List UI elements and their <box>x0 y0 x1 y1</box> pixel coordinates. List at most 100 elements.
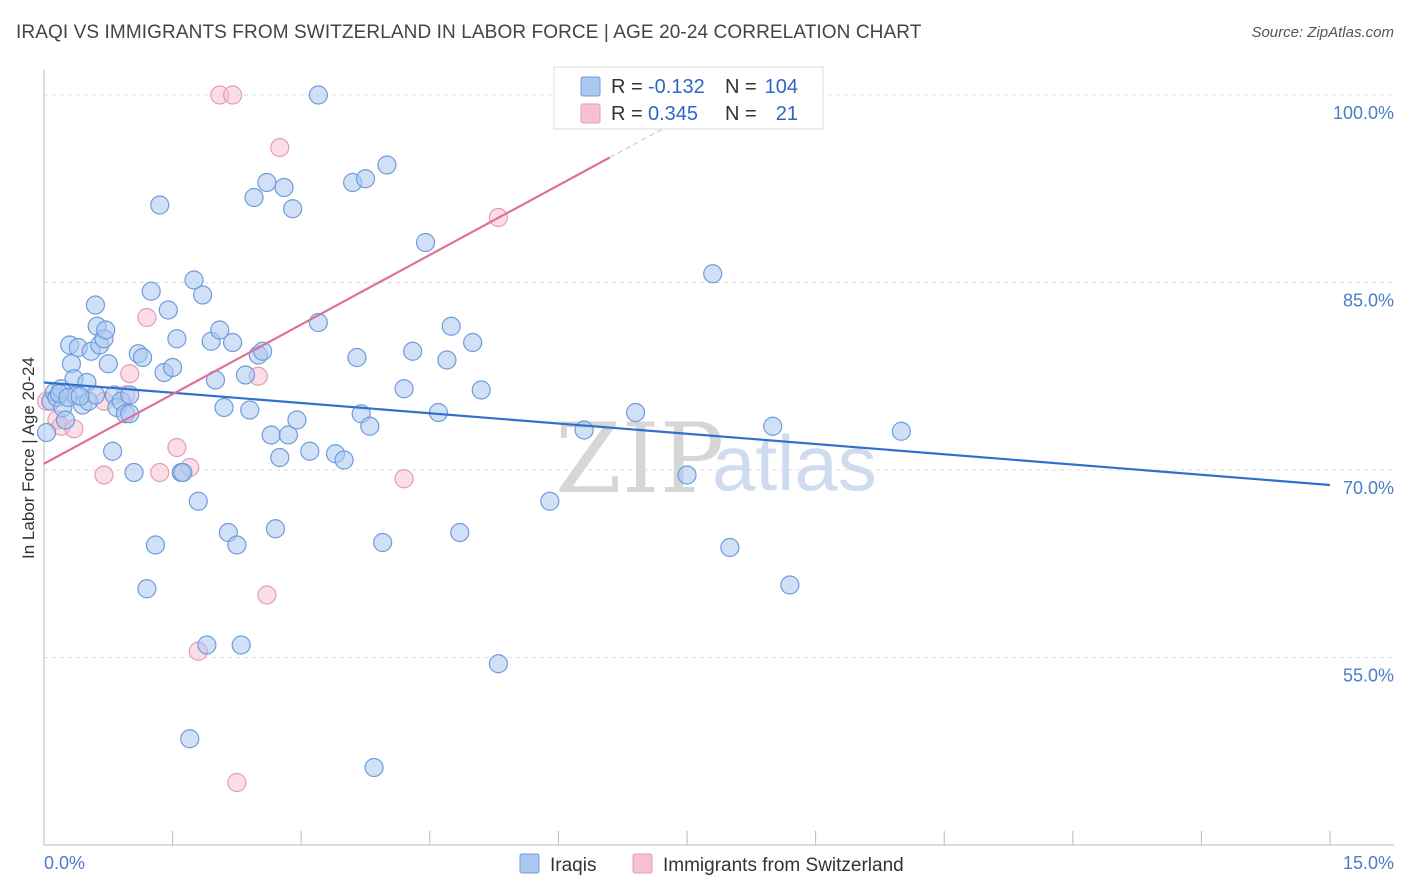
y-tick-labels: 55.0% 70.0% 85.0% 100.0% <box>1333 103 1394 686</box>
iraqis-point-87 <box>463 332 483 353</box>
iraqis-point-42 <box>184 270 204 290</box>
iraqis-point-63 <box>274 177 294 198</box>
x-tick-label-min: 0.0% <box>44 853 85 873</box>
iraqis-point-16 <box>85 295 106 315</box>
iraqis-point-96 <box>763 416 783 436</box>
iraqis-point-59 <box>257 172 277 193</box>
bottom-legend: Iraqis Immigrants from Switzerland <box>519 853 904 876</box>
iraqis-point-86 <box>450 522 470 543</box>
iraqis-point-93 <box>677 465 697 485</box>
iraqis-point-85 <box>441 316 461 336</box>
iraqis-point-41 <box>180 729 200 749</box>
iraqis-point-60 <box>261 425 281 445</box>
iraqis-trend-line <box>43 381 1331 487</box>
swiss-point-8 <box>137 307 157 328</box>
x-tick-label-max: 15.0% <box>1343 853 1394 873</box>
iraqis-point-48 <box>210 320 230 340</box>
iraqis-point-54 <box>235 365 256 385</box>
iraqis-point-28 <box>124 462 144 483</box>
iraqis-point-40 <box>173 462 193 483</box>
swiss-point-9 <box>150 462 170 483</box>
iraqis-point-84 <box>437 350 457 370</box>
y-tick-label-100: 100.0% <box>1333 103 1394 123</box>
iraqis-point-62 <box>270 447 290 468</box>
legend-swiss-r-label: R = <box>611 103 643 125</box>
iraqis-point-45 <box>197 635 217 655</box>
axes <box>43 70 1394 846</box>
iraqis-point-67 <box>300 441 320 461</box>
iraqis-point-91 <box>574 420 594 440</box>
iraqis-points <box>36 85 911 778</box>
legend-iraqis-swatch <box>580 76 601 97</box>
iraqis-point-94 <box>703 264 723 284</box>
iraqis-point-68 <box>308 85 328 105</box>
swiss-point-14 <box>223 85 243 105</box>
iraqis-point-0 <box>36 422 57 443</box>
watermark-atlas: atlas <box>712 419 877 507</box>
iraqis-point-44 <box>193 285 213 305</box>
iraqis-point-71 <box>334 450 354 470</box>
iraqis-point-38 <box>167 329 187 349</box>
legend-iraqis-r-label: R = <box>611 76 643 98</box>
chart-title: IRAQI VS IMMIGRANTS FROM SWITZERLAND IN … <box>16 22 922 43</box>
iraqis-point-78 <box>373 532 393 553</box>
bottom-legend-iraqis-label: Iraqis <box>550 855 596 876</box>
iraqis-point-82 <box>415 232 436 253</box>
source-label: Source: ZipAtlas.com <box>1251 24 1394 41</box>
iraqis-point-92 <box>625 402 646 423</box>
iraqis-point-32 <box>141 281 161 301</box>
swiss-point-7 <box>120 364 140 384</box>
iraqis-point-22 <box>102 441 123 461</box>
iraqis-point-53 <box>231 635 251 655</box>
iraqis-point-27 <box>120 404 140 424</box>
iraqis-point-66 <box>287 410 307 430</box>
iraqis-point-43 <box>188 491 208 511</box>
y-tick-label-70: 70.0% <box>1343 478 1394 498</box>
legend-iraqis-n-label: N = <box>725 76 757 98</box>
bottom-legend-swiss-swatch <box>632 853 653 874</box>
iraqis-point-88 <box>471 380 491 400</box>
bottom-legend-swiss-label: Immigrants from Switzerland <box>663 855 904 876</box>
watermark: ZIP atlas <box>555 403 877 515</box>
iraqis-point-77 <box>364 757 384 778</box>
legend-swiss-n-label: N = <box>725 103 757 125</box>
iraqis-point-49 <box>214 397 234 418</box>
iraqis-point-21 <box>98 354 118 374</box>
iraqis-point-73 <box>347 347 367 368</box>
iraqis-point-79 <box>377 155 397 175</box>
iraqis-point-81 <box>403 341 423 361</box>
iraqis-point-51 <box>223 332 243 353</box>
y-tick-label-85: 85.0% <box>1343 291 1394 311</box>
swiss-point-15 <box>227 772 247 793</box>
iraqis-point-75 <box>355 169 376 189</box>
iraqis-point-36 <box>158 300 178 320</box>
y-tick-label-55: 55.0% <box>1343 666 1394 686</box>
legend-swiss-r-value: 0.345 <box>648 103 698 125</box>
iraqis-point-55 <box>240 400 260 420</box>
iraqis-point-76 <box>360 416 380 436</box>
bottom-legend-iraqis-swatch <box>519 853 540 874</box>
iraqis-point-89 <box>488 654 508 674</box>
swiss-point-17 <box>257 585 277 605</box>
swiss-point-10 <box>167 437 187 458</box>
trend-lines <box>43 91 1331 487</box>
iraqis-point-103 <box>70 386 90 406</box>
iraqis-point-95 <box>720 537 740 558</box>
iraqis-point-64 <box>278 425 298 445</box>
iraqis-point-34 <box>150 195 170 215</box>
swiss-trend-line <box>43 156 611 465</box>
legend-iraqis-n-value: 104 <box>765 76 798 98</box>
iraqis-point-90 <box>540 491 560 511</box>
iraqis-point-20 <box>96 320 116 340</box>
legend-iraqis-r-value: -0.132 <box>648 76 705 98</box>
swiss-point-19 <box>394 469 414 489</box>
iraqis-point-37 <box>163 357 183 378</box>
y-axis-label: In Labor Force | Age 20-24 <box>19 357 38 559</box>
x-ticks <box>43 831 1331 845</box>
iraqis-point-52 <box>227 535 247 555</box>
iraqis-point-6 <box>55 410 76 430</box>
swiss-point-18 <box>270 137 290 158</box>
iraqis-point-80 <box>394 379 414 399</box>
legend-swiss-swatch <box>580 103 601 124</box>
